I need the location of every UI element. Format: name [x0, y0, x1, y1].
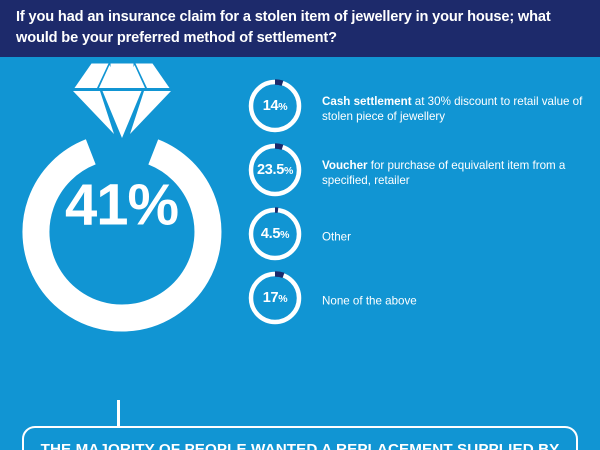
legend-item-label-bold: Cash settlement: [322, 95, 412, 108]
mini-percent-suffix: %: [283, 165, 294, 177]
legend-item-label: Cash settlement at 30% discount to retai…: [322, 94, 596, 124]
list-item[interactable]: 23.5% Voucher for purchase of equivalent…: [246, 141, 596, 205]
main-percentage-label: 41%: [64, 172, 179, 238]
legend-item-label: Other: [322, 230, 596, 245]
mini-percentage-label: 4.5%: [260, 226, 290, 242]
mini-donut-chart: [246, 141, 304, 204]
legend-item-label-bold: Voucher: [322, 159, 368, 172]
mini-percent-value: 4.5: [260, 226, 281, 242]
diamond-icon: [66, 62, 178, 145]
mini-percent-suffix: %: [280, 229, 290, 241]
mini-donut-chart: [246, 269, 304, 332]
main-donut-chart: [22, 132, 222, 337]
mini-percentage-label: 23.5%: [257, 162, 293, 178]
mini-percent-suffix: %: [278, 101, 288, 113]
summary-banner: THE MAJORITY OF PEOPLE WANTED A REPLACEM…: [22, 426, 578, 450]
main-statistic-block: 41%: [14, 62, 229, 362]
legend-item-label: Voucher for purchase of equivalent item …: [322, 158, 596, 188]
mini-percentage-label: 17%: [263, 290, 288, 306]
mini-percent-value: 14: [262, 98, 279, 114]
legend-item-label-rest: Other: [322, 230, 351, 244]
mini-donut-chart: [246, 77, 304, 140]
mini-percent-value: 17: [262, 290, 279, 306]
mini-percentage-label: 14%: [263, 98, 288, 114]
mini-percent-suffix: %: [278, 293, 288, 305]
legend-item-label-rest: None of the above: [322, 294, 417, 308]
legend-item-label-rest: for purchase of equivalent item from a s…: [322, 159, 566, 187]
legend-list: 14% Cash settlement at 30% discount to r…: [246, 77, 596, 333]
page-title: If you had an insurance claim for a stol…: [16, 9, 551, 46]
list-item[interactable]: 4.5% Other: [246, 205, 596, 269]
legend-item-label: None of the above: [322, 294, 596, 309]
mini-percent-value: 23.5: [256, 162, 284, 178]
connector-line: [117, 400, 120, 427]
list-item[interactable]: 14% Cash settlement at 30% discount to r…: [246, 77, 596, 141]
mini-donut-chart: [246, 205, 304, 268]
header-bar: If you had an insurance claim for a stol…: [0, 0, 600, 57]
legend-item-label-rest: at 30% discount to retail value of stole…: [322, 95, 583, 123]
summary-banner-text: THE MAJORITY OF PEOPLE WANTED A REPLACEM…: [40, 441, 560, 450]
infographic-body: 41% 14% Cash settlement at 30% discount …: [0, 57, 600, 450]
list-item[interactable]: 17% None of the above: [246, 269, 596, 333]
